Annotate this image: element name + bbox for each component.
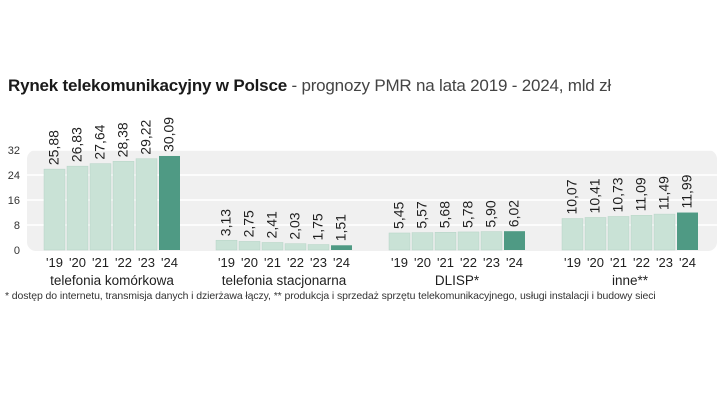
chart-title: Rynek telekomunikacyjny w Polsce - progn… [8,76,611,96]
data-label: 30,09 [161,117,177,152]
data-label: 10,07 [564,179,580,214]
bar [630,215,653,251]
bar [561,218,584,251]
data-label: 10,73 [610,177,626,212]
data-label: 26,83 [69,127,85,162]
data-label: 1,51 [333,214,349,241]
x-tick-label: '22 [633,255,650,270]
data-label: 5,45 [391,202,407,229]
bar [457,231,480,251]
data-label: 10,41 [587,178,603,213]
bar [159,155,180,250]
x-tick-label: '20 [414,255,431,270]
bar-chart: 0 8 16 24 32 25,88 '19 26,83 '20 27,64 '21 28,38 '22… [8,117,717,288]
data-label: 25,88 [46,130,62,165]
x-tick-label: '21 [264,255,281,270]
x-tick-label: '23 [310,255,327,270]
footnote: * dostęp do internetu, transmisja danych… [5,290,656,302]
bar [411,232,434,251]
data-label: 2,75 [241,210,257,237]
y-tick-label: 8 [14,220,20,232]
group-label: DLISP* [435,273,480,288]
bar [261,242,284,251]
bar [607,216,630,251]
data-label: 3,13 [218,209,234,236]
bar [480,231,503,251]
x-tick-label: '21 [610,255,627,270]
y-tick-label: 24 [8,170,20,182]
x-tick-label: '20 [241,255,258,270]
data-label: 29,22 [138,119,154,154]
bar [66,165,89,251]
chart-subtitle: - prognozy PMR na lata 2019 - 2024, mld … [286,76,611,95]
x-tick-label: '19 [564,255,581,270]
data-label: 2,41 [264,211,280,238]
bar [653,213,676,251]
data-label: 2,03 [287,212,303,239]
y-tick-label: 16 [8,195,20,207]
x-tick-label: '22 [287,255,304,270]
data-label: 11,99 [679,174,695,208]
group-label: telefonia stacjonarna [222,273,347,288]
x-tick-label: '23 [138,255,155,270]
bar [584,217,607,251]
bar [284,243,307,251]
bar [434,232,457,251]
chart-title-main: Rynek telekomunikacyjny w Polsce [8,76,287,95]
x-tick-label: '24 [333,255,350,270]
x-tick-label: '24 [679,255,696,270]
bar [112,161,135,251]
data-label: 5,57 [414,201,430,228]
group-label: inne** [612,273,649,288]
x-tick-label: '21 [92,255,109,270]
bar [43,168,66,251]
data-label: 27,64 [92,124,108,159]
x-tick-label: '20 [69,255,86,270]
data-label: 5,78 [460,200,476,227]
data-label: 1,75 [310,213,326,240]
bar [135,158,158,251]
x-tick-label: '20 [587,255,604,270]
x-tick-label: '24 [161,255,178,270]
bar [215,239,238,251]
data-label: 5,68 [437,201,453,228]
y-tick-label: 0 [14,245,20,257]
x-tick-label: '22 [115,255,132,270]
bar [331,245,352,250]
bar [504,231,525,250]
bar [238,241,261,251]
group-label: telefonia komórkowa [50,273,174,288]
x-tick-label: '24 [506,255,523,270]
data-label: 28,38 [115,122,131,157]
x-tick-label: '19 [391,255,408,270]
data-label: 6,02 [506,200,522,227]
x-tick-label: '19 [46,255,63,270]
bar [388,232,411,251]
x-tick-label: '21 [437,255,454,270]
bar [89,163,112,251]
y-tick-label: 32 [8,145,20,157]
x-tick-label: '23 [656,255,673,270]
data-label: 11,49 [656,176,672,210]
x-tick-label: '19 [218,255,235,270]
bar [677,212,698,250]
data-label: 11,09 [633,177,649,211]
data-label: 5,90 [483,200,499,227]
x-tick-label: '23 [483,255,500,270]
bar [307,244,330,251]
x-tick-label: '22 [460,255,477,270]
